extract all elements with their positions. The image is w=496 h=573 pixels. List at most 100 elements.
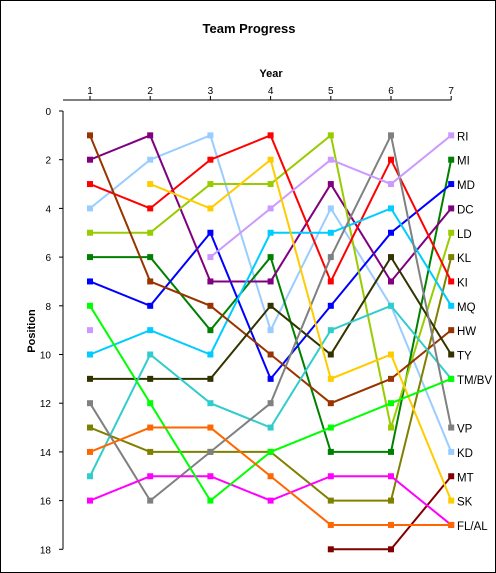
data-point [147,181,154,188]
series-label: DC [457,204,474,216]
series-label: KI [457,277,468,289]
data-point [147,229,154,236]
data-point [87,351,93,358]
data-point [448,205,455,212]
data-point [207,351,214,358]
series-label: FL/AL [457,521,488,533]
data-point [388,229,394,236]
y-tick-label: 18 [40,545,52,556]
data-point [448,156,455,163]
data-point [388,448,394,455]
series-unlabelled-17 [87,424,455,528]
series-label: MQ [457,302,476,314]
y-tick-label: 2 [45,156,51,167]
x-tick-label: 1 [87,86,93,97]
series-line [330,475,452,551]
data-point [87,229,93,236]
data-point [388,497,394,504]
series-mi [87,156,455,455]
data-point [207,448,214,455]
series-label: HW [457,326,476,338]
series-label: TY [457,351,472,363]
series-kd [87,132,455,455]
series-label: MT [457,472,474,484]
data-point [87,156,93,163]
data-point [87,278,93,285]
data-point [207,375,214,382]
data-point [207,302,214,309]
data-point [327,400,334,407]
data-point [448,327,455,334]
data-point [327,448,334,455]
data-point [388,375,394,382]
data-point [147,351,154,358]
data-point [147,424,154,431]
data-point [267,424,274,431]
data-point [327,497,334,504]
series-dc [87,132,455,285]
data-point [388,278,394,285]
chart-title: Team Progress [203,21,296,36]
data-point [267,278,274,285]
data-point [388,156,394,163]
data-point [448,278,455,285]
series-label: MD [457,180,475,192]
data-point [327,229,334,236]
data-point [207,497,214,504]
series-label: SK [457,497,473,509]
y-tick-label: 4 [45,204,51,215]
data-point [388,181,394,188]
series-line [89,134,452,405]
data-point [448,132,455,139]
data-point [388,351,394,358]
data-point [267,229,274,236]
data-point [327,473,334,480]
data-point [87,132,93,139]
data-point [267,302,274,309]
series-label: MI [457,156,470,168]
series-layer [87,132,455,553]
data-point [267,351,274,358]
data-point [388,400,394,407]
y-tick-label: 10 [40,351,52,362]
series-line [209,134,452,258]
data-point [147,132,154,139]
data-point [448,302,455,309]
data-point [87,181,93,188]
x-tick-label: 4 [268,86,274,97]
series-label: LD [457,229,472,241]
series-unlabelled-16 [87,302,455,504]
data-point [87,205,93,212]
data-point [207,132,214,139]
series-label: RI [457,131,469,143]
x-tick-label: 5 [328,86,334,97]
data-point [448,424,455,431]
data-point [207,156,214,163]
data-point [147,448,154,455]
data-point [267,448,274,455]
data-point [448,448,455,455]
y-tick-label: 14 [40,448,52,459]
series-ty [87,254,455,382]
series-md [87,181,455,382]
data-point [147,497,154,504]
data-point [448,351,455,358]
series-fl-al [87,473,455,528]
series-label: TM/BV [457,375,492,387]
series-mt [327,473,455,553]
data-point [327,375,334,382]
x-tick-label: 6 [388,86,394,97]
data-point [267,132,274,139]
data-point [147,156,154,163]
data-point [388,473,394,480]
data-point [267,497,274,504]
series-labels: KD MI MD DC LD KL KI MQ HW TY TM/BV VP RI MT SK FL/AL [457,131,492,533]
data-point [327,254,334,261]
data-point [327,302,334,309]
data-point [87,424,93,431]
data-point [147,473,154,480]
data-point [448,521,455,528]
data-point [267,400,274,407]
data-point [388,132,394,139]
